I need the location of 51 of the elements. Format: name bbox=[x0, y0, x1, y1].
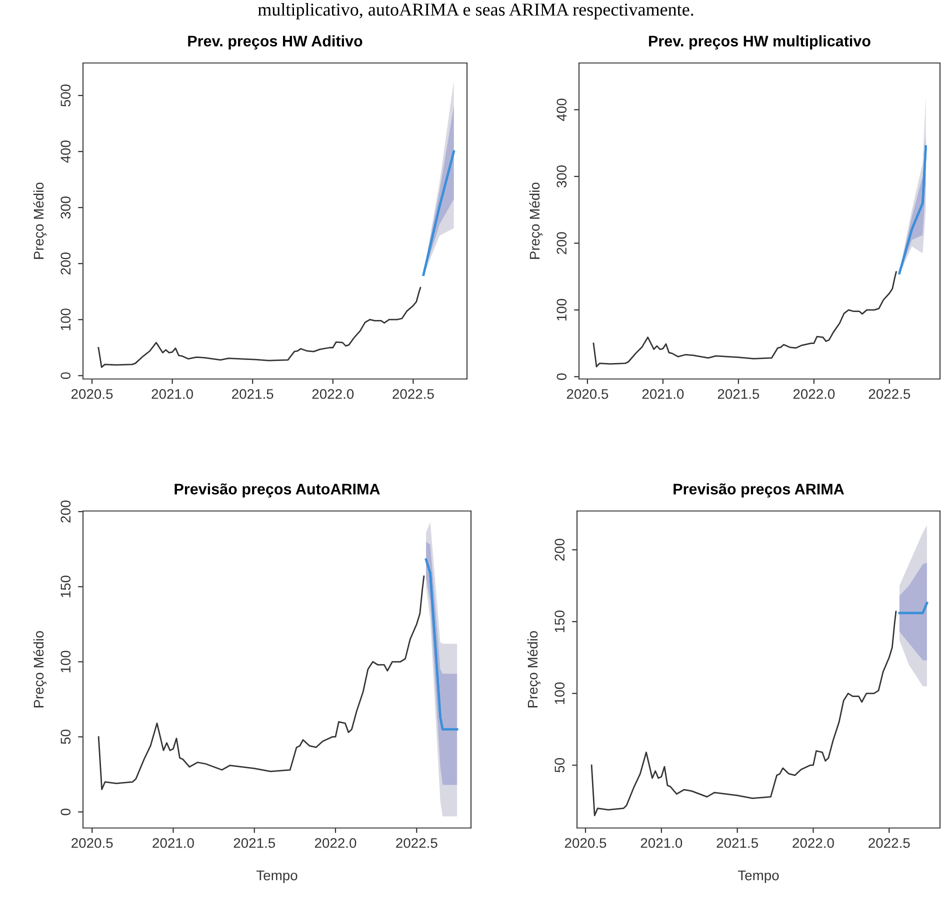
y-tick-label: 300 bbox=[60, 196, 71, 219]
chart-title: Prev. preços HW multiplicativo bbox=[649, 35, 870, 50]
y-tick-label: 100 bbox=[554, 682, 565, 704]
x-tick-label: 2022.0 bbox=[793, 389, 835, 399]
y-tick-label: 400 bbox=[60, 140, 71, 163]
x-tick-label: 2021.0 bbox=[642, 389, 684, 399]
y-tick-label: 100 bbox=[556, 298, 567, 320]
chart-title: Previsão preços ARIMA bbox=[674, 483, 844, 498]
y-tick-label: 100 bbox=[60, 308, 71, 330]
x-axis-title: Tempo bbox=[738, 870, 779, 884]
y-tick-label: 0 bbox=[556, 373, 567, 380]
x-tick-label: 2020.5 bbox=[566, 389, 608, 399]
x-tick-label: 2022.0 bbox=[792, 838, 834, 848]
x-tick-label: 2022.5 bbox=[392, 389, 434, 399]
y-tick-label: 200 bbox=[60, 252, 71, 274]
y-tick-label: 500 bbox=[60, 84, 71, 107]
y-tick-label: 200 bbox=[556, 232, 567, 254]
x-axis-title: Tempo bbox=[256, 870, 298, 884]
y-axis-title: Preço Médio bbox=[529, 182, 542, 259]
y-axis-title: Preço Médio bbox=[33, 631, 46, 708]
y-tick-label: 200 bbox=[60, 500, 71, 522]
y-tick-label: 50 bbox=[60, 730, 71, 744]
x-tick-label: 2022.5 bbox=[868, 389, 910, 399]
y-axis-title: Preço Médio bbox=[527, 631, 540, 708]
y-tick-label: 0 bbox=[60, 372, 71, 379]
y-tick-label: 150 bbox=[554, 610, 565, 632]
x-tick-label: 2020.5 bbox=[71, 389, 113, 399]
y-tick-label: 50 bbox=[554, 758, 565, 772]
y-tick-label: 0 bbox=[60, 808, 71, 816]
y-tick-label: 100 bbox=[60, 650, 71, 672]
x-tick-label: 2021.5 bbox=[718, 389, 760, 399]
text: multiplicativo, autoARIMA e seas ARIMA respectivamente. bbox=[258, 3, 694, 20]
y-tick-label: 200 bbox=[554, 538, 565, 561]
x-tick-label: 2020.5 bbox=[72, 838, 113, 848]
y-axis-title: Preço Médio bbox=[33, 182, 46, 259]
x-tick-label: 2021.0 bbox=[640, 838, 682, 848]
x-tick-label: 2021.0 bbox=[152, 838, 194, 848]
y-tick-label: 150 bbox=[60, 576, 71, 598]
x-tick-label: 2021.5 bbox=[716, 838, 758, 848]
chart-title: Prev. preços HW Aditivo bbox=[188, 35, 362, 50]
x-tick-label: 2021.5 bbox=[234, 838, 276, 848]
y-tick-label: 300 bbox=[556, 165, 567, 188]
x-tick-label: 2022.5 bbox=[868, 838, 910, 848]
x-tick-label: 2021.5 bbox=[232, 389, 274, 399]
x-tick-label: 2022.5 bbox=[396, 838, 438, 848]
chart-title: Previsão preços AutoARIMA bbox=[174, 483, 380, 498]
x-tick-label: 2022.0 bbox=[312, 389, 354, 399]
x-tick-label: 2022.0 bbox=[314, 838, 356, 848]
x-tick-label: 2021.0 bbox=[152, 389, 193, 399]
y-tick-label: 400 bbox=[556, 98, 567, 121]
x-tick-label: 2020.5 bbox=[564, 838, 606, 848]
